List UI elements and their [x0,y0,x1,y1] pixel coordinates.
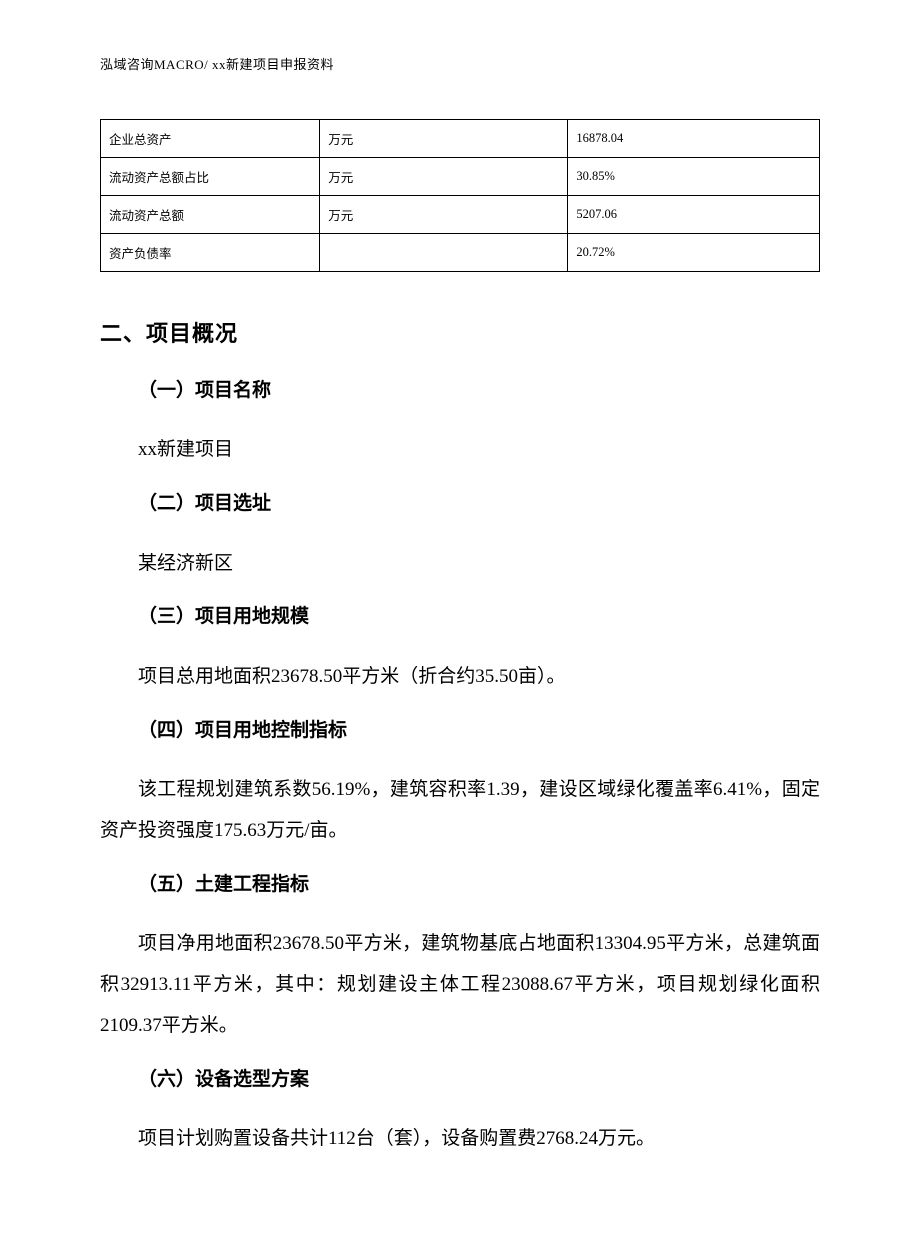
table-row: 资产负债率 20.72% [101,234,820,272]
body-text: 项目净用地面积23678.50平方米，建筑物基底占地面积13304.95平方米，… [100,924,820,1047]
section-land-scale: （三）项目用地规模 项目总用地面积23678.50平方米（折合约35.50亩）。 [100,602,820,697]
section-land-control: （四）项目用地控制指标 该工程规划建筑系数56.19%，建筑容积率1.39，建设… [100,716,820,852]
table-cell: 5207.06 [568,196,820,234]
body-text: 某经济新区 [100,544,820,585]
table-cell: 万元 [320,120,568,158]
table-cell [320,234,568,272]
table-cell: 流动资产总额 [101,196,320,234]
subsection-heading: （一）项目名称 [100,376,820,406]
table-row: 流动资产总额 万元 5207.06 [101,196,820,234]
body-text: 项目总用地面积23678.50平方米（折合约35.50亩）。 [100,657,820,698]
table-cell: 30.85% [568,158,820,196]
section-civil-engineering: （五）土建工程指标 项目净用地面积23678.50平方米，建筑物基底占地面积13… [100,870,820,1047]
document-page: 泓域咨询MACRO/ xx新建项目申报资料 企业总资产 万元 16878.04 … [0,0,920,1258]
subsection-heading: （六）设备选型方案 [100,1065,820,1095]
subsection-heading: （四）项目用地控制指标 [100,716,820,746]
section-title: 二、项目概况 [100,316,820,348]
page-header: 泓域咨询MACRO/ xx新建项目申报资料 [100,54,820,73]
table-cell: 万元 [320,158,568,196]
section-equipment: （六）设备选型方案 项目计划购置设备共计112台（套），设备购置费2768.24… [100,1065,820,1160]
section-project-location: （二）项目选址 某经济新区 [100,489,820,584]
body-text: xx新建项目 [100,430,820,471]
table-row: 流动资产总额占比 万元 30.85% [101,158,820,196]
table-cell: 流动资产总额占比 [101,158,320,196]
financial-table: 企业总资产 万元 16878.04 流动资产总额占比 万元 30.85% 流动资… [100,119,820,272]
table-cell: 万元 [320,196,568,234]
subsection-heading: （二）项目选址 [100,489,820,519]
section-project-name: （一）项目名称 xx新建项目 [100,376,820,471]
body-text: 项目计划购置设备共计112台（套），设备购置费2768.24万元。 [100,1119,820,1160]
table-cell: 16878.04 [568,120,820,158]
table-cell: 企业总资产 [101,120,320,158]
subsection-heading: （五）土建工程指标 [100,870,820,900]
table-row: 企业总资产 万元 16878.04 [101,120,820,158]
subsection-heading: （三）项目用地规模 [100,602,820,632]
body-text: 该工程规划建筑系数56.19%，建筑容积率1.39，建设区域绿化覆盖率6.41%… [100,770,820,852]
table-cell: 资产负债率 [101,234,320,272]
table-cell: 20.72% [568,234,820,272]
